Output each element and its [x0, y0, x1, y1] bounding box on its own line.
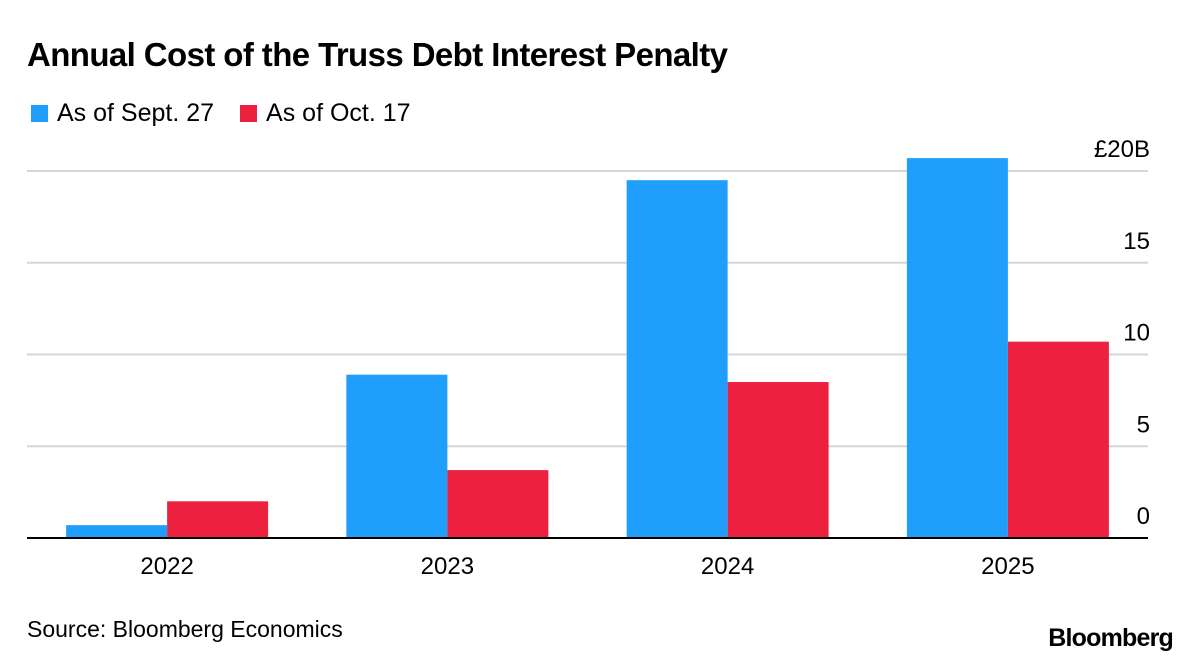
legend-label-oct: As of Oct. 17 [266, 99, 411, 127]
x-tick-label-2023: 2023 [421, 553, 474, 580]
legend-label-sept: As of Sept. 27 [57, 99, 215, 127]
source-note: Source: Bloomberg Economics [27, 616, 343, 642]
y-tick-label-0: 0 [1137, 503, 1150, 530]
legend: As of Sept. 27 As of Oct. 17 [31, 99, 437, 128]
chart-title: Annual Cost of the Truss Debt Interest P… [27, 36, 728, 73]
bar-2023-series-0 [346, 374, 448, 538]
x-tick-label-2024: 2024 [701, 553, 754, 580]
y-tick-label-3: 15 [1123, 228, 1150, 255]
legend-item-oct: As of Oct. 17 [240, 99, 411, 128]
y-tick-label-2: 10 [1123, 320, 1150, 347]
x-tick-label-2022: 2022 [140, 553, 193, 580]
y-tick-label-4: £20B [1094, 136, 1150, 163]
bar-2022-series-0 [66, 525, 168, 538]
bar-chart: 0 5 10 15 £20B 2022 2023 2024 2025 [27, 136, 1150, 580]
bloomberg-logo: Bloomberg [1048, 624, 1174, 652]
legend-item-sept: As of Sept. 27 [31, 99, 214, 128]
bar-2025-series-1 [1007, 341, 1109, 538]
legend-swatch-sept [31, 105, 48, 122]
bar-2023-series-1 [447, 470, 549, 538]
y-tick-label-1: 5 [1137, 411, 1150, 438]
bar-2022-series-1 [167, 501, 269, 538]
bar-2024-series-0 [626, 180, 728, 539]
bar-2025-series-0 [906, 158, 1008, 538]
legend-swatch-oct [240, 105, 258, 122]
bar-2024-series-1 [727, 382, 829, 538]
x-tick-label-2025: 2025 [981, 553, 1034, 580]
